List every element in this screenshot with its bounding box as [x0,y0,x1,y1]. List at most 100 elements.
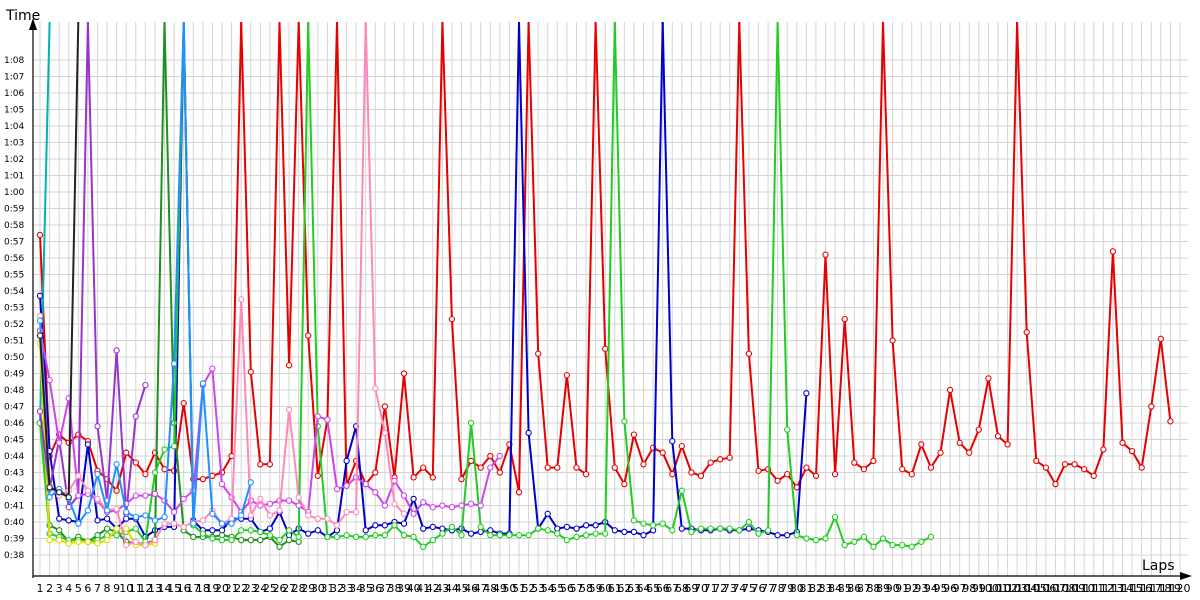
data-point [640,532,647,539]
data-point [697,525,705,532]
data-point [496,532,503,539]
data-point [582,532,590,539]
data-point [841,541,848,549]
data-point [774,532,781,539]
data-point [94,517,101,524]
x-tick-label: 69 [684,582,698,595]
y-tick-label: 0:52 [4,320,24,330]
data-point [161,520,168,527]
y-tick-label: 0:51 [4,337,24,347]
x-tick-label: 12 [138,582,152,595]
data-point [132,513,139,521]
data-point [170,442,178,450]
data-point [94,471,101,478]
data-point [937,449,944,456]
data-point [544,527,551,534]
data-point [161,513,168,521]
data-point [1138,464,1145,471]
x-tick-label: 40 [407,582,421,595]
series-line [39,21,185,538]
data-point [458,532,465,539]
x-tick-label: 10 [119,582,133,595]
y-tick-label: 1:03 [4,139,24,149]
x-tick-label: 48 [483,582,497,595]
y-tick-label: 0:54 [4,287,24,297]
x-tick-label: 113 [1102,582,1123,595]
data-point [554,530,561,537]
data-point [324,533,331,541]
x-tick-label: 25 [263,582,277,595]
data-point [889,541,896,549]
x-tick-label: 52 [522,582,536,595]
data-point [333,522,341,529]
data-point [640,520,647,527]
y-tick-label: 0:59 [4,205,24,215]
data-point [285,362,293,369]
data-point [630,517,638,524]
data-point [621,528,628,536]
data-point [1052,480,1059,488]
data-point [103,536,111,544]
data-point [410,474,417,481]
data-point [515,532,523,539]
data-point [151,490,159,498]
x-tick-label: 37 [378,582,392,595]
data-point [218,480,226,488]
data-point [908,543,915,550]
x-tick-label: 35 [359,582,373,595]
data-point [515,489,523,496]
y-tick-label: 1:04 [4,122,24,132]
data-point [812,472,820,479]
data-point [113,487,120,494]
x-tick-label: 89 [876,582,890,595]
data-point [1109,248,1117,255]
x-tick-label: 66 [656,582,670,595]
data-point [573,525,580,532]
data-point [381,429,389,437]
x-tick-label: 64 [637,582,651,595]
y-tick-label: 0:49 [4,370,24,380]
data-point [56,527,63,534]
data-point [573,533,580,541]
data-point [362,480,369,488]
data-point [429,504,436,511]
data-point [266,512,274,519]
data-point [477,528,484,536]
data-point [314,515,321,522]
data-point [1128,447,1136,455]
data-point [621,418,628,425]
data-point [669,471,676,478]
x-tick-label: 84 [828,582,842,595]
data-point [831,471,839,478]
data-point [209,535,216,542]
x-tick-label: 54 [541,582,555,595]
data-point [257,502,264,509]
x-tick-label: 106 [1035,582,1056,595]
data-point [285,536,293,544]
data-point [554,464,561,471]
data-point [56,439,63,446]
y-tick-label: 0:53 [4,304,24,314]
data-point [75,538,82,545]
data-point [994,433,1002,440]
data-point [774,477,781,484]
data-point [582,522,590,529]
x-tick-label: 99 [972,582,986,595]
data-point [851,538,858,545]
data-point [218,520,226,527]
x-tick-label: 111 [1083,582,1104,595]
data-point [343,508,350,516]
data-point [707,459,714,466]
data-point [410,510,417,517]
x-tick-label: 55 [550,582,564,595]
data-point [1090,472,1097,479]
data-point [429,523,436,531]
axes [29,18,1192,580]
y-tick-label: 1:06 [4,89,24,99]
data-point [525,532,532,539]
data-point [123,525,130,532]
data-point [113,461,120,468]
data-point [458,475,465,483]
y-tick-label: 0:46 [4,419,24,429]
data-point [851,459,858,466]
